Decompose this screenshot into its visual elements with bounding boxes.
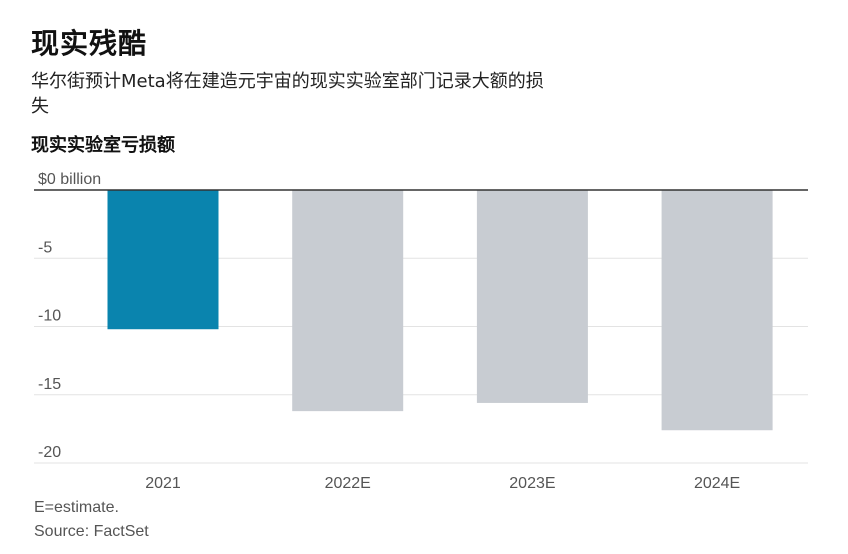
- x-category-label: 2023E: [509, 475, 555, 492]
- x-category-label: 2021: [145, 475, 181, 492]
- bars: [107, 190, 773, 431]
- footnote-source: Source: FactSet: [34, 523, 149, 540]
- y-tick-label: -5: [38, 239, 52, 256]
- chart-title: 现实实验室亏损额: [31, 135, 175, 156]
- bar-2022e: [292, 190, 404, 412]
- y-tick-labels: $0 billion -5 -10 -15 -20: [38, 171, 101, 461]
- bar-2023e: [476, 190, 588, 403]
- y-tick-label: $0 billion: [38, 171, 101, 188]
- x-category-label: 2024E: [694, 475, 740, 492]
- y-tick-label: -10: [38, 308, 61, 325]
- subtitle: 华尔街预计Meta将在建造元宇宙的现实实验室部门记录大额的损失: [31, 71, 544, 117]
- x-category-label: 2022E: [325, 475, 371, 492]
- bar-2024e: [661, 190, 773, 431]
- y-tick-label: -20: [38, 444, 61, 461]
- y-tick-label: -15: [38, 376, 61, 393]
- bar-2021: [107, 190, 219, 330]
- footnote-estimate: E=estimate.: [34, 499, 119, 516]
- bar-chart: $0 billion -5 -10 -15 -20 2021 2022E 2023E 2024…: [34, 171, 808, 492]
- page-title: 现实残酷: [31, 27, 148, 60]
- x-category-labels: 2021 2022E 2023E 2024E: [145, 475, 740, 492]
